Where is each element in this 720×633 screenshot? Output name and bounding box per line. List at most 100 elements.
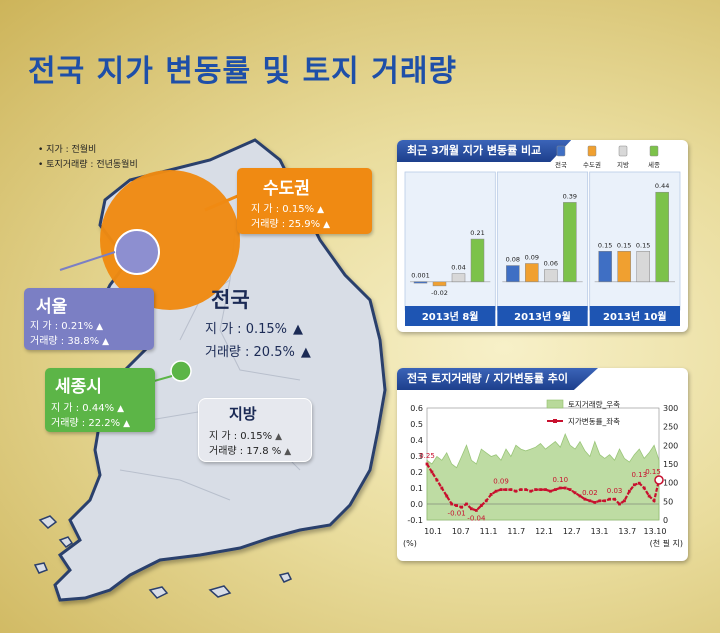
note-transaction: • 토지거래량 : 전년동월비 (38, 160, 138, 170)
rate-annotation-4: 0.10 (552, 476, 568, 484)
sejong-circle (170, 360, 192, 382)
rate-point-27 (558, 486, 562, 490)
rate-point-8 (465, 502, 468, 506)
rate-point-22 (534, 488, 537, 491)
rate-point-45 (647, 494, 651, 498)
right-tick-5: 50 (663, 497, 673, 506)
left-tick-5: 0.1 (410, 484, 423, 493)
bar-label-0-3: 0.21 (470, 229, 484, 237)
bar-label-1-2: 0.06 (544, 260, 558, 268)
right-tick-1: 250 (663, 423, 678, 432)
left-tick-3: 0.3 (410, 452, 423, 461)
rate-point-15 (499, 488, 503, 491)
islands (33, 515, 293, 599)
rate-point-32 (583, 497, 587, 501)
local-card: 지방 지 가 : 0.15% ▲ 거래량 : 17.8 % ▲ (198, 398, 312, 462)
rate-point-18 (514, 489, 518, 493)
legend-swatch-3 (649, 145, 659, 157)
legend-swatch-0 (556, 145, 566, 157)
rate-annotation-7: 0.13 (631, 471, 647, 479)
legend-rate-label: 지가변동률_좌축 (568, 417, 620, 426)
bar-chart-title: 최근 3개월 지가 변동률 비교 (397, 140, 572, 162)
left-tick-4: 0.2 (410, 468, 423, 477)
legend-swatch-1 (587, 145, 597, 157)
sejong-name: 세종시 (55, 377, 102, 397)
x-tick-2: 11.1 (480, 527, 498, 536)
bar-2-0 (598, 251, 612, 283)
seoul-volume: 거래량 : 38.8% ▲ (30, 336, 110, 347)
bar-label-2-2: 0.15 (636, 241, 650, 249)
rate-annotation-6: 0.03 (607, 487, 623, 495)
rate-point-28 (563, 486, 567, 490)
bar-label-1-1: 0.09 (525, 253, 539, 261)
seoul-price: 지 가 : 0.21% ▲ (30, 321, 103, 332)
rate-point-33 (588, 499, 592, 503)
rate-point-17 (509, 488, 513, 491)
bar-label-0-1: -0.02 (431, 289, 448, 297)
rate-point-21 (529, 489, 533, 493)
category-bg-2 (589, 306, 680, 326)
left-tick-6: 0.0 (410, 500, 423, 509)
rate-point-46 (652, 499, 656, 503)
legend-rate-marker (553, 419, 557, 423)
capital-region-name: 수도권 (263, 179, 310, 199)
rate-point-1 (430, 470, 434, 474)
category-bg-0 (405, 306, 496, 326)
rate-point-6 (455, 504, 459, 507)
legend-label-3: 세종 (648, 160, 660, 169)
bar-label-0-2: 0.04 (451, 264, 465, 272)
rate-annotation-2: -0.04 (467, 514, 486, 522)
category-label-0: 2013년 8월 (422, 310, 479, 323)
rate-point-5 (450, 502, 454, 506)
local-name: 지방 (229, 405, 257, 423)
line-chart: 0.6 0.5 0.4 0.3 0.2 0.1 0.0 -0.1 300 250 200 150 100… (403, 399, 683, 548)
rate-point-38 (613, 497, 616, 501)
rate-point-37 (608, 497, 612, 501)
seoul-circle (114, 229, 160, 275)
capital-region-card: 수도권 지 가 : 0.15% ▲ 거래량 : 25.9% ▲ (237, 168, 372, 234)
seoul-card: 서울 지 가 : 0.21% ▲ 거래량 : 38.8% ▲ (24, 288, 154, 350)
sejong-volume: 거래량 : 22.2% ▲ (51, 418, 131, 429)
right-axis-unit: (천 필 지) (650, 538, 683, 548)
rate-point-44 (642, 486, 646, 490)
rate-point-20 (524, 488, 528, 491)
page-title: 전국 지가 변동률 및 토지 거래량 (28, 54, 458, 89)
category-bg-1 (497, 306, 588, 326)
rate-point-23 (539, 488, 542, 491)
legend-swatch-2 (618, 145, 628, 157)
bar-2-1 (617, 251, 631, 283)
rate-point-39 (618, 502, 621, 506)
legend-label-2: 지방 (617, 160, 629, 169)
bar-label-1-3: 0.39 (563, 192, 577, 200)
bar-0-1 (432, 281, 447, 287)
left-tick-2: 0.4 (410, 436, 423, 445)
sejong-price: 지 가 : 0.44% ▲ (51, 403, 124, 414)
rate-point-13 (489, 493, 493, 496)
left-tick-0: 0.6 (410, 404, 423, 413)
category-label-1: 2013년 9월 (514, 310, 571, 323)
rate-point-31 (578, 494, 582, 498)
line-chart-panel: 전국 토지거래량 / 지가변동률 추이 0.6 0.5 0.4 0.3 0.2 0.1 0.… (397, 368, 688, 561)
rate-point-14 (494, 489, 498, 493)
rate-point-24 (544, 488, 547, 491)
rate-point-42 (632, 483, 636, 487)
x-tick-5: 12.7 (563, 527, 581, 536)
capital-region-volume: 거래량 : 25.9% ▲ (251, 219, 331, 230)
right-tick-2: 200 (663, 441, 678, 450)
left-tick-1: 0.5 (410, 420, 423, 429)
rate-annotation-5: 0.02 (582, 489, 598, 497)
right-tick-0: 300 (663, 404, 678, 413)
x-tick-8: 13.10 (644, 527, 667, 536)
rate-annotation-3: 0.09 (493, 478, 509, 486)
bar-2-3 (655, 191, 669, 283)
rate-point-12 (484, 499, 488, 503)
rate-point-3 (440, 486, 444, 490)
rate-point-36 (603, 499, 607, 503)
local-price: 지 가 : 0.15% ▲ (209, 431, 282, 442)
bar-1-2 (544, 269, 558, 283)
rate-point-19 (519, 488, 523, 491)
bar-0-3 (470, 238, 485, 283)
rate-point-43 (637, 481, 641, 485)
bar-label-0-0: 0.001 (411, 272, 430, 280)
